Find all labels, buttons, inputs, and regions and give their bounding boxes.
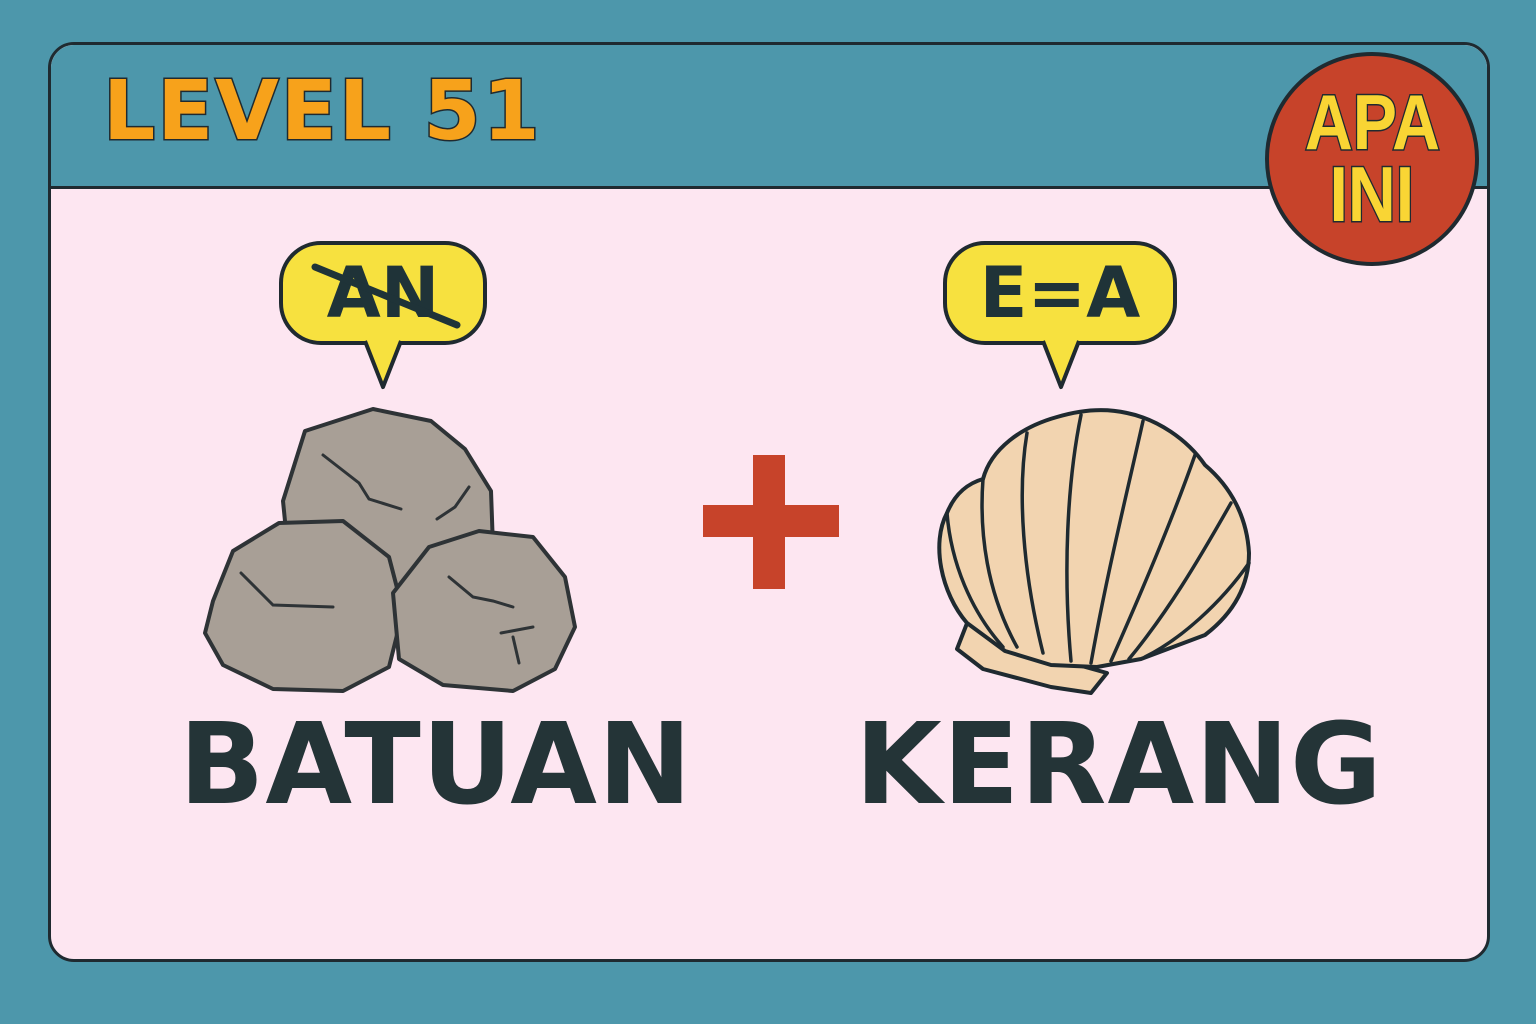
- plus-icon: [703, 455, 839, 589]
- bubble-tail-right: [1041, 339, 1081, 389]
- level-title: LEVEL 51: [102, 64, 542, 159]
- bubble-tail-left: [363, 339, 403, 389]
- hint-text-right: E=A: [979, 252, 1141, 334]
- strike-through-icon: [311, 263, 461, 329]
- word-left: BATUAN: [179, 700, 693, 830]
- apa-ini-badge: APA INI: [1265, 52, 1479, 266]
- hint-bubble-right: E=A: [943, 241, 1177, 345]
- rocks-icon: [203, 407, 577, 693]
- hint-bubble-left: AN: [279, 241, 487, 345]
- puzzle-card: LEVEL 51 AN E=A: [48, 42, 1490, 962]
- word-right: KERANG: [855, 700, 1383, 830]
- level-header: LEVEL 51: [51, 45, 1487, 189]
- badge-line-1: APA: [1303, 78, 1441, 167]
- seashell-icon: [937, 408, 1251, 695]
- badge-line-2: INI: [1328, 150, 1415, 238]
